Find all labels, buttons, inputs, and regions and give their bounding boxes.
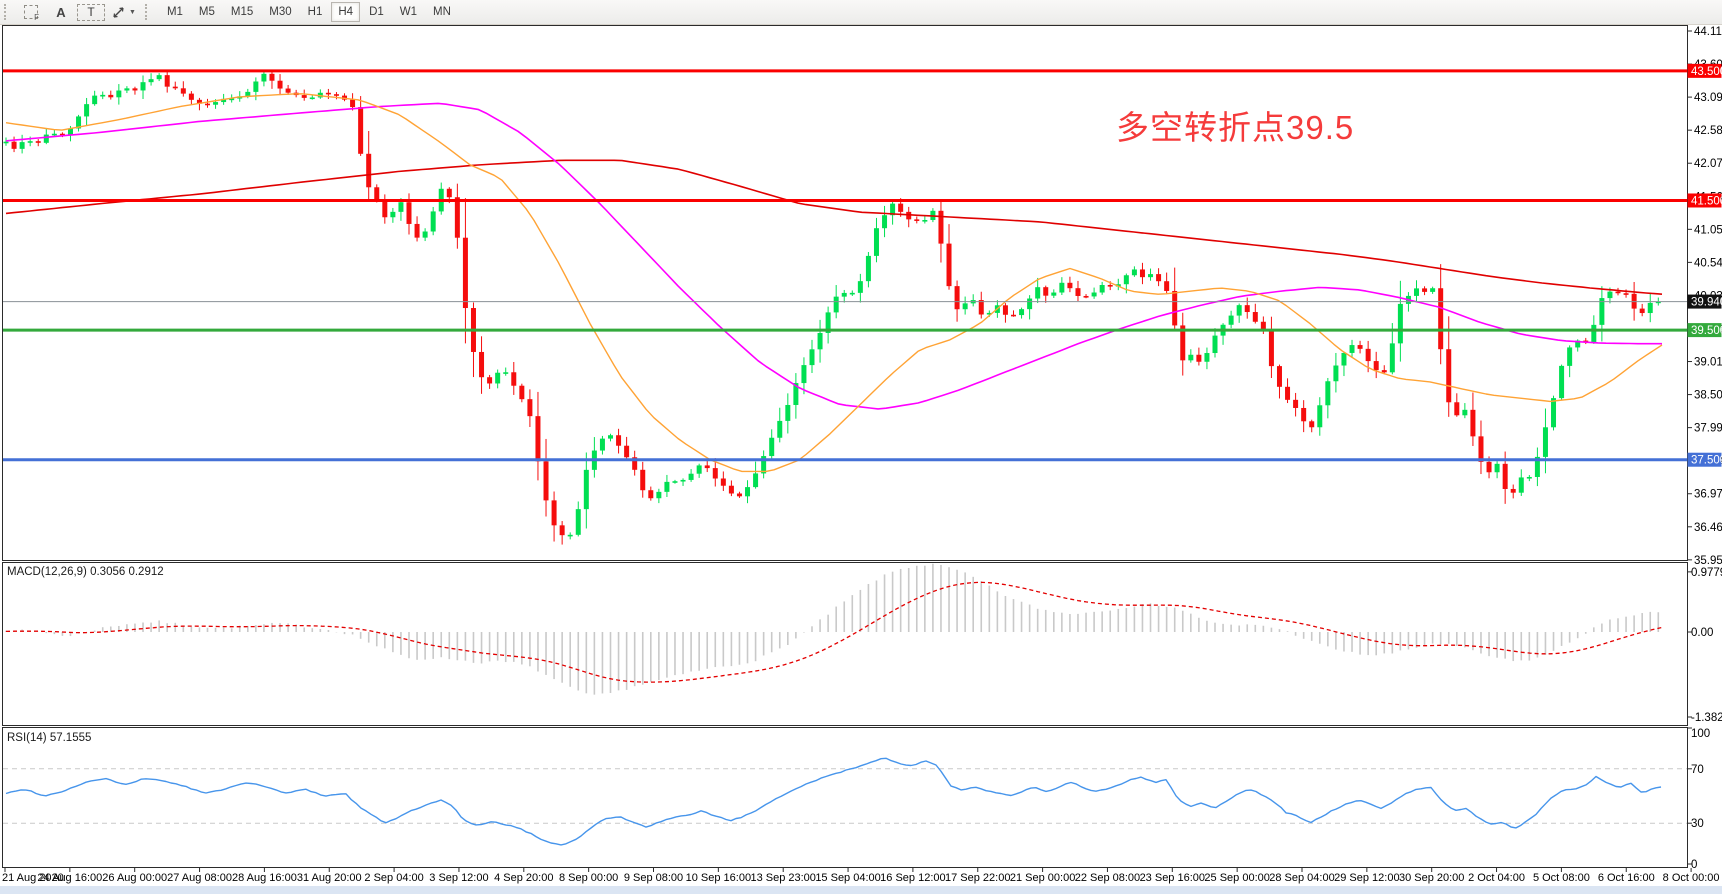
candles-layer	[3, 70, 1661, 545]
price-tick-label: 36.465	[1694, 522, 1722, 534]
price-tick-label: 41.055	[1694, 224, 1722, 236]
hline-badge-41.500	[1687, 193, 1722, 208]
time-tick-label: 23 Sep 16:00	[1140, 872, 1205, 884]
time-tick-label: 2 Oct 04:00	[1468, 872, 1525, 884]
current-price-badge	[1687, 294, 1722, 309]
rsi-tick-label: 70	[1691, 764, 1704, 776]
price-axis: 44.11543.60543.09542.58542.07541.56541.0…	[1687, 26, 1722, 871]
panel-frame-2	[2, 727, 1688, 868]
main-chart-layer	[3, 69, 1687, 545]
price-tick-label: 36.975	[1694, 489, 1722, 501]
time-tick-label: 21 Aug 2020	[2, 872, 64, 884]
move-arrows-icon	[113, 7, 124, 18]
price-tick-label: 38.505	[1694, 390, 1722, 402]
price-tick-label: 35.955	[1694, 555, 1722, 567]
hline-badge-text: 41.500	[1691, 195, 1722, 207]
time-tick-label: 8 Oct 00:00	[1663, 872, 1720, 884]
timeframe-button-mn[interactable]: MN	[433, 6, 451, 18]
toolbar-drag-handle[interactable]	[4, 4, 10, 20]
price-tick-label: 37.995	[1694, 423, 1722, 435]
price-tick-label: 39.015	[1694, 357, 1722, 369]
timeframe-button-m15[interactable]: M15	[230, 6, 254, 18]
macd-label: MACD(12,26,9) 0.3056 0.2912	[7, 566, 164, 578]
toolbar-drag-handle-2[interactable]	[144, 4, 151, 20]
hline-badge-39.500	[1687, 323, 1722, 338]
dashed-grid-icon: F	[24, 5, 39, 22]
text-label-button[interactable]: A	[56, 4, 66, 20]
rsi-tick-label: 0	[1691, 859, 1697, 871]
time-tick-label: 29 Sep 12:00	[1334, 872, 1399, 884]
timeframe-button-w1[interactable]: W1	[399, 6, 418, 18]
chevron-down-icon: ▼	[129, 8, 136, 16]
time-tick-label: 6 Oct 16:00	[1598, 872, 1655, 884]
macd-signal-line	[5, 581, 1663, 683]
cursor-tool-button[interactable]: ▼	[107, 2, 141, 23]
hline-badge-text: 37.500	[1691, 455, 1722, 467]
price-tick-label: 43.095	[1694, 92, 1722, 104]
hline-badge-text: 43.500	[1691, 66, 1722, 78]
time-tick-label: 16 Sep 12:00	[880, 872, 945, 884]
time-tick-label: 28 Aug 16:00	[232, 872, 297, 884]
time-tick-label: 30 Sep 20:00	[1399, 872, 1464, 884]
text-box-button[interactable]: T	[77, 3, 105, 21]
fast-ma-orange-line[interactable]	[5, 93, 1663, 473]
price-annotation-text: 多空转折点39.5	[1116, 109, 1355, 146]
timeframe-button-m1[interactable]: M1	[166, 6, 183, 18]
price-tick-label: 40.545	[1694, 257, 1722, 269]
macd-tick-label: -1.382	[1691, 712, 1722, 724]
time-tick-label: 8 Sep 00:00	[559, 872, 618, 884]
timeframe-toolbar: M1 M5 M15 M30 H1 H4 D1 W1 MN	[159, 2, 459, 22]
status-strip	[0, 886, 1722, 894]
rsi-tick-label: 100	[1691, 728, 1710, 740]
timeframe-button-m5[interactable]: M5	[198, 6, 215, 18]
time-tick-label: 21 Sep 00:00	[1010, 872, 1075, 884]
timeframe-button-h4[interactable]: H4	[331, 2, 361, 22]
macd-tick-label: 0.9779	[1691, 567, 1722, 579]
top-toolbar: F A T ▼ M1 M5 M15 M30 H1 H4 D1 W1 MN	[0, 0, 1722, 25]
macd-tick-label: 0.00	[1691, 627, 1713, 639]
time-tick-label: 10 Sep 16:00	[686, 872, 751, 884]
rsi-line	[5, 757, 1662, 846]
slow-ma-red-line[interactable]	[5, 159, 1663, 295]
hline-badge-text: 39.940	[1691, 297, 1722, 309]
mid-ma-magenta-line[interactable]	[5, 102, 1662, 410]
time-tick-label: 26 Aug 00:00	[102, 872, 167, 884]
time-tick-label: 25 Sep 00:00	[1204, 872, 1269, 884]
timeframe-button-d1[interactable]: D1	[369, 6, 384, 18]
time-tick-label: 3 Sep 12:00	[429, 872, 488, 884]
time-tick-label: 31 Aug 20:00	[297, 872, 362, 884]
time-tick-label: 2 Sep 04:00	[364, 872, 423, 884]
rsi-layer	[3, 757, 1687, 846]
timeframe-button-h1[interactable]: H1	[307, 6, 323, 18]
time-tick-label: 4 Sep 20:00	[494, 872, 553, 884]
hline-badge-43.500	[1687, 63, 1722, 78]
macd-layer	[5, 563, 1663, 695]
hline-badge-37.500	[1687, 452, 1722, 467]
panel-frame-1	[2, 562, 1688, 726]
price-tick-label: 42.585	[1694, 125, 1722, 137]
price-tick-label: 42.075	[1694, 158, 1722, 170]
time-tick-label: 22 Sep 08:00	[1075, 872, 1140, 884]
grid-f-icon[interactable]: F	[17, 2, 45, 23]
rsi-tick-label: 30	[1691, 818, 1704, 830]
price-tick-label: 44.115	[1694, 26, 1722, 38]
time-tick-label: 27 Aug 08:00	[167, 872, 232, 884]
time-tick-label: 5 Oct 08:00	[1533, 872, 1590, 884]
rsi-label: RSI(14) 57.1555	[7, 732, 91, 744]
time-tick-label: 13 Sep 23:00	[750, 872, 815, 884]
timeframe-button-m30[interactable]: M30	[269, 6, 292, 18]
time-tick-label: 28 Sep 04:00	[1269, 872, 1334, 884]
time-tick-label: 24 Aug 16:00	[37, 872, 102, 884]
time-tick-label: 15 Sep 04:00	[815, 872, 880, 884]
hline-badge-text: 39.500	[1691, 325, 1722, 337]
time-tick-label: 17 Sep 22:00	[945, 872, 1010, 884]
time-tick-label: 9 Sep 08:00	[624, 872, 683, 884]
